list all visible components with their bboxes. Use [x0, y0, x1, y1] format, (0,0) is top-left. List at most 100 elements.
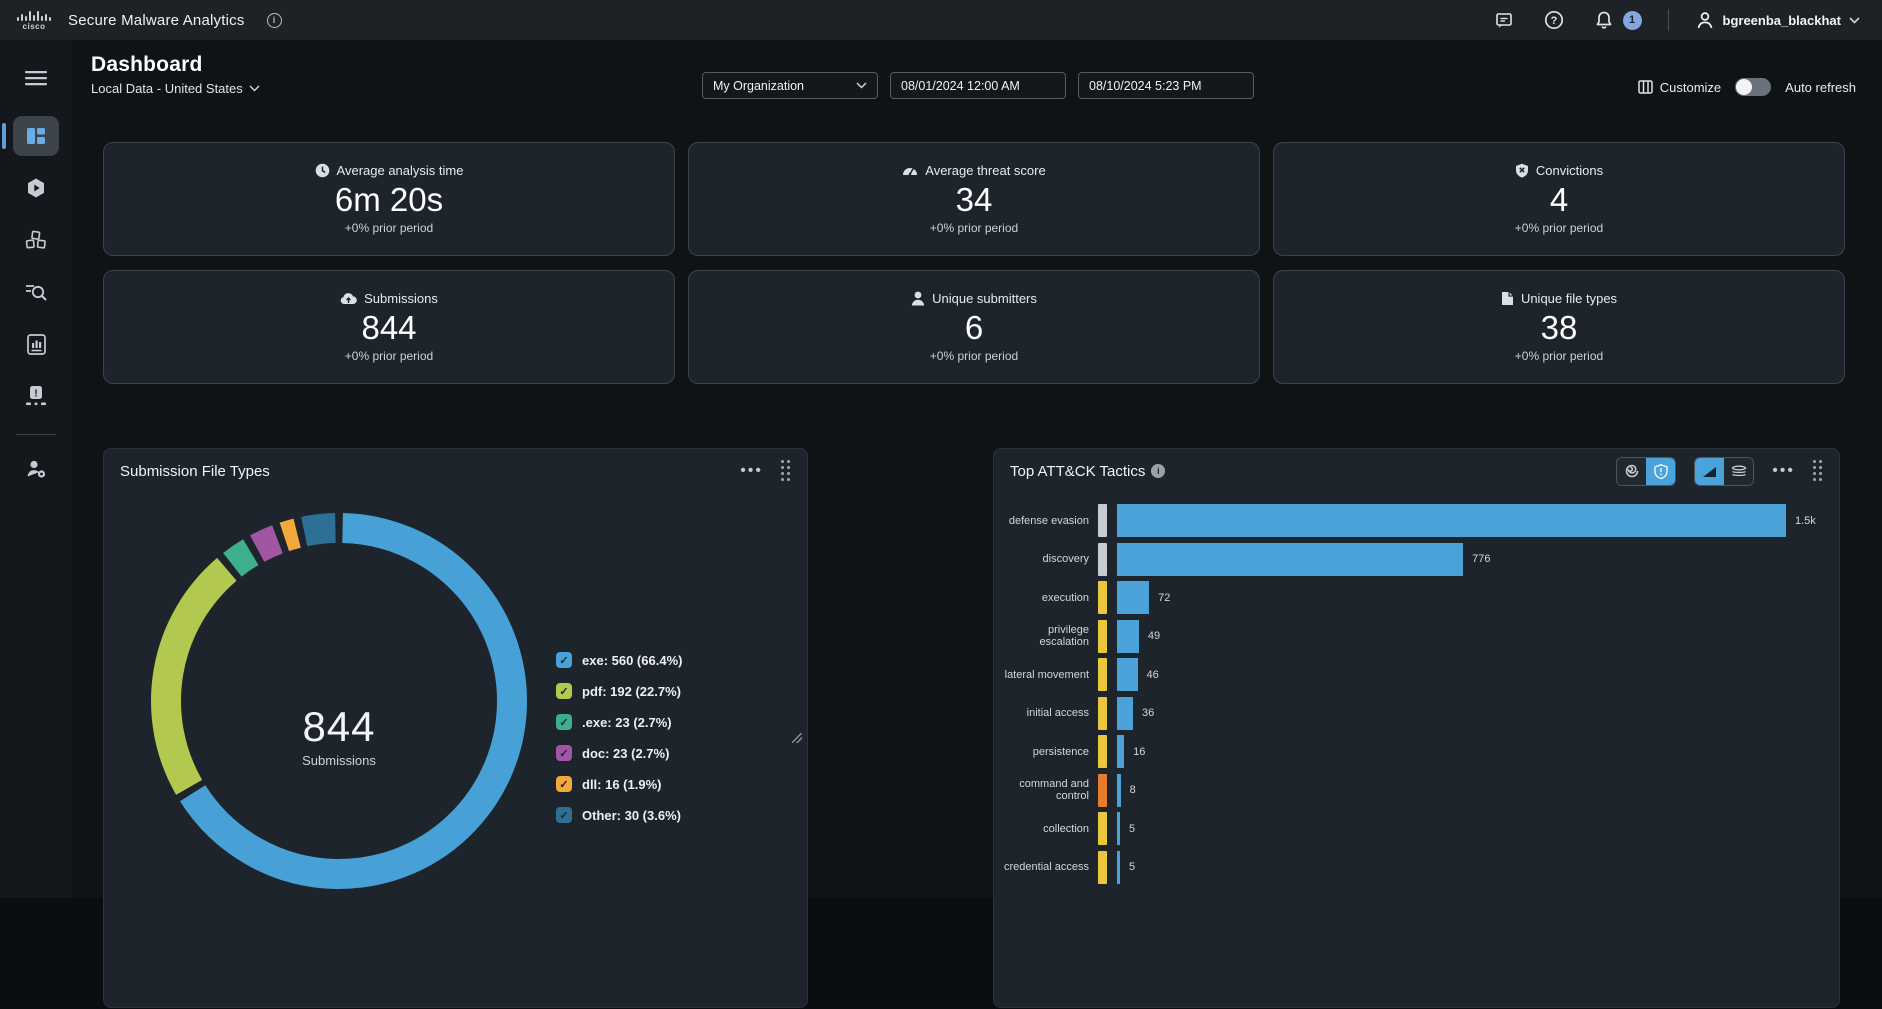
donut-legend: ✓ exe: 560 (66.4%) ✓ pdf: 192 (22.7%) ✓ .exe:… [556, 651, 682, 837]
tactic-label: collection [1043, 822, 1089, 835]
ramp-chart-icon [1703, 466, 1717, 477]
process-spiral-view-button[interactable] [1617, 457, 1647, 485]
tactic-severity-strip [1098, 658, 1107, 691]
shield-icon [1653, 463, 1668, 479]
sidebar-item-malware-cubes[interactable] [13, 220, 59, 260]
legend-item-doc[interactable]: ✓ doc: 23 (2.7%) [556, 744, 682, 762]
help-icon[interactable]: ? [1542, 8, 1566, 32]
file-types-donut-chart[interactable] [104, 493, 807, 1009]
toggle-knob [1736, 79, 1753, 95]
legend-checkbox[interactable]: ✓ [556, 807, 572, 823]
user-menu[interactable]: bgreenba_blackhat [1695, 10, 1861, 30]
tactic-bar[interactable] [1117, 542, 1464, 576]
notifications-bell-icon[interactable] [1592, 8, 1616, 32]
stat-label: Unique file types [1520, 290, 1618, 306]
tactic-row-privilege-escalation: privilege escalation 49 [1002, 619, 1831, 653]
sidebar-item-administration[interactable] [13, 449, 59, 489]
data-scope-label: Local Data - United States [91, 81, 243, 96]
sidebar-item-search[interactable] [13, 272, 59, 312]
tactic-row-execution: execution 72 [1002, 581, 1831, 614]
legend-item-pdf[interactable]: ✓ pdf: 192 (22.7%) [556, 682, 682, 700]
tactic-bar[interactable] [1117, 696, 1134, 730]
stat-delta: +0% prior period [344, 349, 434, 364]
legend-checkbox[interactable]: ✓ [556, 683, 572, 699]
tactic-bar[interactable] [1117, 581, 1150, 614]
tactic-row-initial-access: initial access 36 [1002, 696, 1831, 730]
tactic-bar[interactable] [1117, 812, 1120, 845]
legend-label: doc: 23 (2.7%) [582, 745, 670, 761]
date-from-input[interactable]: 08/01/2024 12:00 AM [890, 72, 1066, 99]
donut-segment-dll[interactable] [120, 493, 558, 920]
widget-resize-grip[interactable] [792, 733, 802, 743]
page-title: Dashboard [91, 53, 203, 76]
customize-grid-icon [1638, 80, 1653, 94]
sidebar-item-indicators[interactable]: ! [13, 376, 59, 416]
tactic-bar[interactable] [1117, 658, 1138, 691]
attack-tactics-drag-handle[interactable] [1813, 460, 1823, 482]
date-to-input[interactable]: 08/10/2024 5:23 PM [1078, 72, 1254, 99]
legend-checkbox[interactable]: ✓ [556, 745, 572, 761]
legend-item-dll[interactable]: ✓ dll: 16 (1.9%) [556, 775, 682, 793]
donut-segment-doc[interactable] [105, 493, 574, 935]
donut-segment-.exe[interactable] [104, 493, 582, 944]
tactic-bar[interactable] [1117, 504, 1786, 537]
file-types-drag-handle[interactable] [781, 460, 791, 482]
data-scope-selector[interactable]: Local Data - United States [91, 81, 260, 96]
stat-card-unique-submitters[interactable]: Unique submitters 6 +0% prior period [688, 270, 1260, 384]
product-info-icon[interactable]: i [266, 12, 282, 28]
svg-text:?: ? [1550, 15, 1557, 27]
sidebar-item-reports[interactable] [13, 324, 59, 364]
legend-checkbox[interactable]: ✓ [556, 776, 572, 792]
tactic-bar[interactable] [1117, 773, 1121, 807]
file-types-more-menu[interactable]: ••• [740, 462, 763, 479]
tactic-bar[interactable] [1117, 735, 1125, 768]
organization-select[interactable]: My Organization [702, 72, 878, 99]
tactic-severity-strip [1098, 735, 1107, 768]
legend-item-exe[interactable]: ✓ exe: 560 (66.4%) [556, 651, 682, 669]
file-icon [1501, 291, 1513, 305]
stat-card-average-analysis-time[interactable]: Average analysis time 6m 20s +0% prior p… [103, 142, 675, 256]
tactic-label: initial access [1026, 707, 1089, 719]
username-label: bgreenba_blackhat [1722, 12, 1842, 28]
shield-view-button[interactable] [1646, 457, 1676, 485]
stat-card-submissions[interactable]: Submissions 844 +0% prior period [103, 270, 675, 384]
tactic-value-label: 72 [1158, 591, 1171, 604]
legend-label: exe: 560 (66.4%) [582, 652, 683, 668]
tactic-row-collection: collection 5 [1002, 812, 1831, 845]
stat-card-unique-file-types[interactable]: Unique file types 38 +0% prior period [1273, 270, 1845, 384]
legend-item-.exe[interactable]: ✓ .exe: 23 (2.7%) [556, 713, 682, 731]
stacked-view-button[interactable] [1724, 457, 1754, 485]
upload-cloud-icon [340, 292, 357, 304]
date-to-value: 08/10/2024 5:23 PM [1089, 78, 1202, 93]
sidebar-item-samples[interactable] [13, 168, 59, 208]
layers-icon [1731, 465, 1746, 476]
donut-segment-Other[interactable] [135, 497, 543, 905]
attack-tactics-info-icon[interactable]: i [1151, 464, 1166, 478]
bar-chart-view-button[interactable] [1695, 457, 1725, 485]
indicator-alert-icon: ! [26, 386, 46, 406]
auto-refresh-toggle[interactable] [1735, 78, 1772, 96]
tactic-severity-strip [1098, 812, 1107, 845]
hamburger-icon [25, 71, 47, 86]
legend-item-Other[interactable]: ✓ Other: 30 (3.6%) [556, 806, 682, 824]
sidebar-menu-toggle[interactable] [13, 58, 59, 98]
customize-button[interactable]: Customize [1638, 80, 1721, 95]
stat-value: 4 [1549, 180, 1569, 218]
sidebar-item-dashboard[interactable] [2, 116, 59, 156]
stat-label: Convictions [1535, 162, 1604, 178]
tactic-bar[interactable] [1117, 850, 1120, 884]
topbar-divider [1667, 9, 1669, 31]
notification-count-badge[interactable]: 1 [1622, 10, 1642, 30]
stat-card-average-threat-score[interactable]: Average threat score 34 +0% prior period [688, 142, 1260, 256]
tactic-bar[interactable] [1117, 619, 1139, 653]
donut-total-value: 844 [302, 703, 376, 750]
stat-card-convictions[interactable]: Convictions 4 +0% prior period [1273, 142, 1845, 256]
report-icon [26, 333, 46, 355]
tactic-value-label: 776 [1472, 553, 1491, 565]
legend-checkbox[interactable]: ✓ [556, 652, 572, 668]
legend-checkbox[interactable]: ✓ [556, 714, 572, 730]
attack-tactics-more-menu[interactable]: ••• [1772, 462, 1795, 479]
feedback-icon[interactable] [1492, 8, 1516, 32]
chart-type-toggle-group [1694, 456, 1755, 486]
